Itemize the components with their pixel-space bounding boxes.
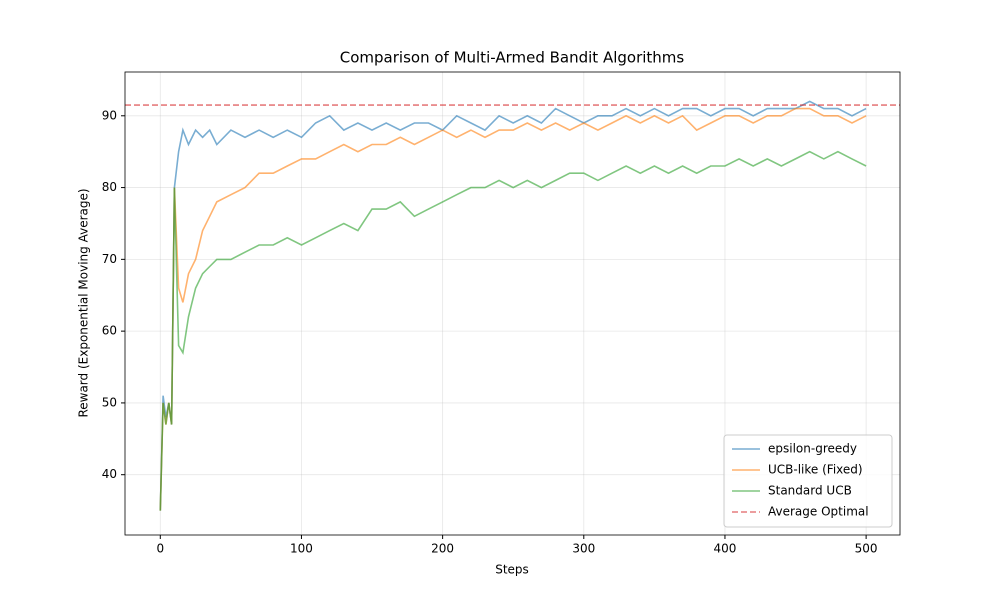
x-tick-label: 200	[431, 542, 454, 556]
x-tick-label: 400	[714, 542, 737, 556]
legend-label: UCB-like (Fixed)	[768, 463, 863, 477]
chart-title: Comparison of Multi-Armed Bandit Algorit…	[340, 49, 685, 67]
x-tick-label: 0	[156, 542, 164, 556]
x-tick-label: 300	[572, 542, 595, 556]
x-axis-label: Steps	[495, 563, 529, 577]
legend-label: epsilon-greedy	[768, 442, 857, 456]
plot-frame	[124, 71, 901, 536]
y-tick-label: 70	[102, 252, 117, 266]
y-tick-label: 80	[102, 180, 117, 194]
legend-label: Standard UCB	[768, 484, 852, 498]
legend-box	[723, 434, 893, 528]
series-line	[159, 150, 867, 511]
legend-label: Average Optimal	[768, 505, 869, 519]
legend: epsilon-greedy UCB-like (Fixed) Standard U…	[723, 434, 893, 528]
y-tick-label: 90	[102, 108, 117, 122]
x-tick-label: 500	[855, 542, 878, 556]
x-tick-label: 100	[290, 542, 313, 556]
series-line	[159, 107, 867, 511]
y-tick-label: 60	[102, 324, 117, 338]
y-axis-label: Reward (Exponential Moving Average)	[77, 188, 91, 417]
y-tick-label: 50	[102, 395, 117, 409]
series-line	[159, 100, 867, 511]
y-tick-label: 40	[102, 467, 117, 481]
